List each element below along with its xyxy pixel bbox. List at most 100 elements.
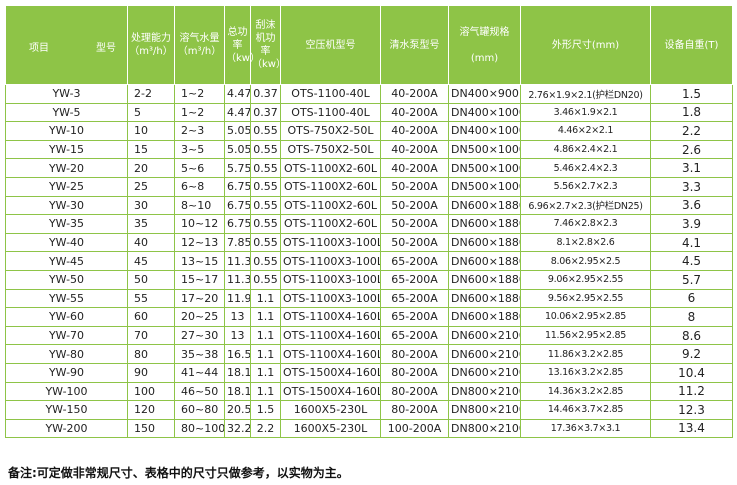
cell-model: YW-30 xyxy=(5,195,128,216)
cell-air-water: 10~12 xyxy=(174,214,225,234)
cell-air-water: 6~8 xyxy=(174,176,225,197)
cell-pump: 65-200A xyxy=(380,325,449,346)
cell-dims: 11.86×3.2×2.85 xyxy=(520,344,651,364)
table-row: YW-60 60 20~25 13 1.1 OTS-1100X4-160L 65-200A D… xyxy=(5,307,733,327)
cell-pump: 65-200A xyxy=(380,269,449,290)
header-compressor: 空压机型号 xyxy=(280,5,381,85)
header-air-water: 溶气水量 （m³/h） xyxy=(174,5,225,85)
cell-tank: DN600×2100 xyxy=(448,325,521,346)
header-pump: 清水泵型号 xyxy=(380,5,449,85)
cell-capacity: 20 xyxy=(127,158,175,178)
cell-pump: 80-200A xyxy=(380,362,449,383)
cell-power: 20.5 xyxy=(224,400,251,420)
cell-dims: 6.96×2.7×2.3(护栏DN25) xyxy=(520,195,651,216)
cell-weight: 11.2 xyxy=(650,381,733,402)
cell-weight: 12.3 xyxy=(650,400,733,420)
cell-air-water: 1~2 xyxy=(174,84,225,104)
cell-model: YW-80 xyxy=(5,344,128,364)
cell-dims: 9.06×2.95×2.55 xyxy=(520,269,651,290)
cell-dims: 5.56×2.7×2.3 xyxy=(520,176,651,197)
cell-power: 6.75 xyxy=(224,195,251,216)
cell-tank: DN600×1880 xyxy=(448,232,521,253)
cell-air-water: 20~25 xyxy=(174,307,225,327)
cell-power: 4.47 xyxy=(224,102,251,123)
cell-scraper: 0.37 xyxy=(250,84,281,104)
cell-weight: 3.1 xyxy=(650,158,733,178)
cell-capacity: 120 xyxy=(127,400,175,420)
cell-pump: 40-200A xyxy=(380,121,449,141)
cell-compressor: OTS-1100X2-60L xyxy=(280,158,381,178)
cell-model: YW-45 xyxy=(5,251,128,271)
cell-air-water: 12~13 xyxy=(174,232,225,253)
table-row: YW-10 10 2~3 5.05 0.55 OTS-750X2-50L 40-200A DN… xyxy=(5,121,733,141)
cell-pump: 65-200A xyxy=(380,288,449,309)
cell-tank: DN400×1000 xyxy=(448,121,521,141)
cell-weight: 2.2 xyxy=(650,121,733,141)
cell-tank: DN600×1880 xyxy=(448,195,521,216)
table-row: YW-25 25 6~8 6.75 0.55 OTS-1100X2-60L 50-200A D… xyxy=(5,176,733,197)
cell-pump: 50-200A xyxy=(380,232,449,253)
table-row: YW-90 90 41~44 18.1 1.1 OTS-1500X4-160L 80-200… xyxy=(5,362,733,383)
cell-power: 11.35 xyxy=(224,251,251,271)
cell-power: 5.05 xyxy=(224,121,251,141)
cell-model: YW-60 xyxy=(5,307,128,327)
cell-power: 4.47 xyxy=(224,84,251,104)
cell-tank: DN600×1880 xyxy=(448,269,521,290)
cell-tank: DN500×1000 xyxy=(448,176,521,197)
cell-air-water: 8~10 xyxy=(174,195,225,216)
cell-dims: 7.46×2.8×2.3 xyxy=(520,214,651,234)
cell-dims: 14.46×3.7×2.85 xyxy=(520,400,651,420)
cell-pump: 65-200A xyxy=(380,251,449,271)
cell-power: 6.75 xyxy=(224,214,251,234)
cell-pump: 80-200A xyxy=(380,400,449,420)
cell-capacity: 50 xyxy=(127,269,175,290)
cell-capacity: 45 xyxy=(127,251,175,271)
table-row: YW-5 5 1~2 4.47 0.37 OTS-1100-40L 40-200A DN400… xyxy=(5,102,733,123)
cell-scraper: 2.2 xyxy=(250,418,281,439)
cell-tank: DN600×1880 xyxy=(448,288,521,309)
cell-scraper: 0.55 xyxy=(250,251,281,271)
cell-tank: DN500×1000 xyxy=(448,158,521,178)
cell-scraper: 0.55 xyxy=(250,195,281,216)
cell-scraper: 0.55 xyxy=(250,232,281,253)
cell-air-water: 13~15 xyxy=(174,251,225,271)
cell-dims: 4.46×2×2.1 xyxy=(520,121,651,141)
table-row: YW-15 15 3~5 5.05 0.55 OTS-750X2-50L 40-200A DN… xyxy=(5,139,733,160)
cell-tank: DN800×2100 xyxy=(448,381,521,402)
cell-scraper: 1.1 xyxy=(250,344,281,364)
cell-weight: 3.9 xyxy=(650,214,733,234)
cell-weight: 4.5 xyxy=(650,251,733,271)
cell-capacity: 10 xyxy=(127,121,175,141)
cell-capacity: 40 xyxy=(127,232,175,253)
cell-weight: 8.6 xyxy=(650,325,733,346)
cell-capacity: 60 xyxy=(127,307,175,327)
cell-weight: 5.7 xyxy=(650,269,733,290)
cell-power: 6.75 xyxy=(224,176,251,197)
cell-dims: 8.06×2.95×2.5 xyxy=(520,251,651,271)
cell-tank: DN600×1880 xyxy=(448,214,521,234)
cell-tank: DN400×900 xyxy=(448,84,521,104)
cell-weight: 10.4 xyxy=(650,362,733,383)
cell-dims: 10.06×2.95×2.85 xyxy=(520,307,651,327)
cell-compressor: OTS-1100X4-160L xyxy=(280,325,381,346)
cell-scraper: 0.37 xyxy=(250,102,281,123)
cell-weight: 2.6 xyxy=(650,139,733,160)
spec-body: YW-3 2-2 1~2 4.47 0.37 OTS-1100-40L 40-200A DN4… xyxy=(5,84,733,439)
header-tank: 溶气罐规格 (mm) xyxy=(448,5,521,85)
cell-air-water: 46~50 xyxy=(174,381,225,402)
cell-power: 18.1 xyxy=(224,362,251,383)
cell-compressor: OTS-750X2-50L xyxy=(280,139,381,160)
cell-capacity: 100 xyxy=(127,381,175,402)
cell-power: 5.05 xyxy=(224,139,251,160)
cell-tank: DN600×1880 xyxy=(448,307,521,327)
cell-compressor: OTS-1500X4-160L xyxy=(280,362,381,383)
cell-weight: 6 xyxy=(650,288,733,309)
cell-model: YW-200 xyxy=(5,418,128,439)
table-row: YW-20 20 5~6 5.75 0.55 OTS-1100X2-60L 40-200A D… xyxy=(5,158,733,178)
cell-model: YW-150 xyxy=(5,400,128,420)
cell-weight: 4.1 xyxy=(650,232,733,253)
cell-air-water: 5~6 xyxy=(174,158,225,178)
cell-compressor: OTS-750X2-50L xyxy=(280,121,381,141)
cell-compressor: OTS-1100-40L xyxy=(280,102,381,123)
cell-model: YW-10 xyxy=(5,121,128,141)
